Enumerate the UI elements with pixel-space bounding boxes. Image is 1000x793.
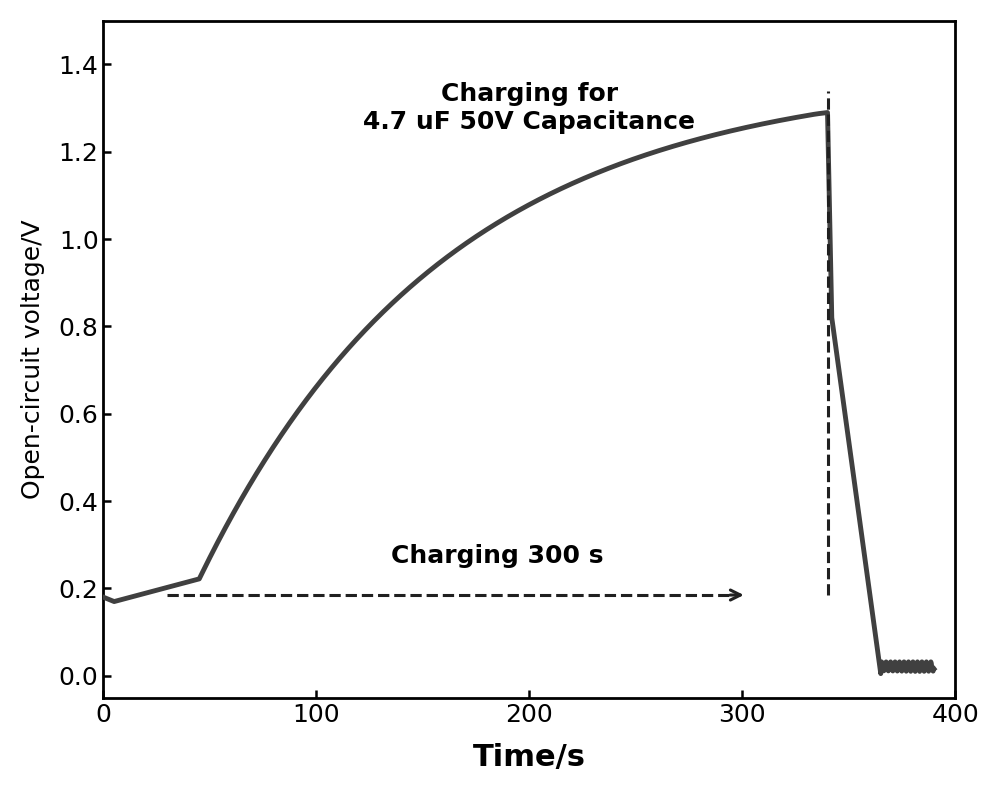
Y-axis label: Open-circuit voltage/V: Open-circuit voltage/V — [21, 220, 45, 499]
X-axis label: Time/s: Time/s — [473, 743, 586, 772]
Text: Charging 300 s: Charging 300 s — [391, 544, 604, 568]
Text: Charging for
4.7 uF 50V Capacitance: Charging for 4.7 uF 50V Capacitance — [363, 82, 695, 134]
